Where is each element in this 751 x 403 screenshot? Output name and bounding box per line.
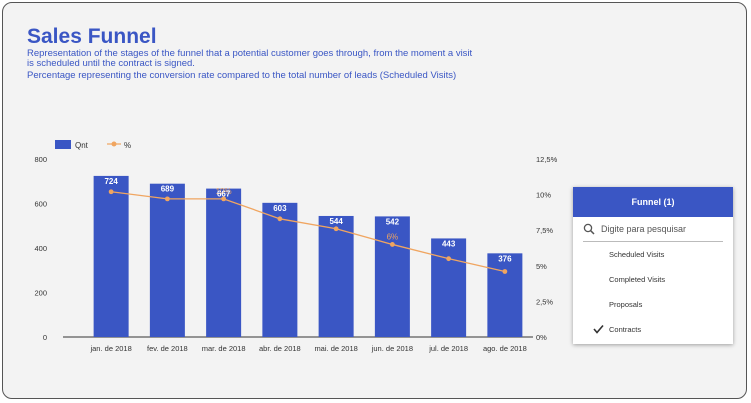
x-axis-labels: jan. de 2018 fev. de 2018 mar. de 2018 abr.… <box>89 344 526 353</box>
funnel-chart: Qnt % 800 600 400 200 0 12,5% 10% 7,5% 5% 2,5% 0%… <box>34 140 558 353</box>
legend-pct-label: % <box>124 141 131 150</box>
option-label: Contracts <box>609 325 642 334</box>
y-right-tick-label: 2,5% <box>536 297 553 306</box>
bar[interactable] <box>206 188 242 337</box>
x-tick-label: jan. de 2018 <box>89 344 131 353</box>
filter-option-scheduled-visits[interactable]: Scheduled Visits <box>573 242 733 267</box>
x-tick-label: jul. de 2018 <box>428 344 468 353</box>
y-left-tick-label: 0 <box>43 333 47 342</box>
bar-data-label: 542 <box>386 217 400 226</box>
filter-option-contracts[interactable]: Contracts <box>573 317 733 342</box>
description-line-1: Representation of the stages of the funn… <box>27 48 473 59</box>
page-title: Sales Funnel <box>27 25 157 48</box>
y-right-tick-label: 12,5% <box>536 155 558 164</box>
percent-point[interactable] <box>389 242 395 247</box>
percent-point[interactable] <box>277 216 283 222</box>
filter-search-row <box>583 217 723 242</box>
bar-data-label: 689 <box>161 185 175 194</box>
percent-data-label: 6% <box>387 232 399 241</box>
search-icon <box>583 223 595 235</box>
chart-legend: Qnt % <box>55 140 131 150</box>
x-tick-label: mar. de 2018 <box>202 344 246 353</box>
bar[interactable] <box>318 215 354 337</box>
percent-data-label: 10% <box>216 187 232 196</box>
bar-data-label: 603 <box>273 204 287 213</box>
x-tick-label: mai. de 2018 <box>314 344 357 353</box>
y-left-tick-label: 600 <box>34 200 47 209</box>
bar[interactable] <box>262 202 298 337</box>
percent-line <box>111 191 506 273</box>
y-left-tick-label: 400 <box>34 244 47 253</box>
description-line-3: Percentage representing the conversion r… <box>27 70 457 81</box>
y-axis-right: 12,5% 10% 7,5% 5% 2,5% 0% <box>536 155 558 342</box>
x-tick-label: ago. de 2018 <box>483 344 527 353</box>
dashboard-card: Sales Funnel Representation of the stage… <box>2 2 747 399</box>
option-label: Proposals <box>609 300 643 309</box>
percent-point[interactable] <box>221 196 227 202</box>
bar[interactable] <box>374 216 410 337</box>
checkmark-icon <box>593 324 604 334</box>
description-line-2: is scheduled until the contract is signe… <box>27 58 195 69</box>
bar[interactable] <box>149 183 185 337</box>
bar[interactable] <box>431 238 467 337</box>
legend-qnt-swatch <box>55 140 71 149</box>
bar-data-label: 724 <box>104 177 118 186</box>
y-left-tick-label: 200 <box>34 289 47 298</box>
legend-qnt-label: Qnt <box>75 141 89 150</box>
bar-data-label: 544 <box>329 217 343 226</box>
percent-point[interactable] <box>446 256 452 262</box>
bar[interactable] <box>93 175 129 337</box>
percent-point[interactable] <box>108 189 114 195</box>
funnel-filter-panel: Funnel (1) Scheduled Visits Completed Vi… <box>573 187 733 344</box>
search-input[interactable] <box>601 224 711 234</box>
x-tick-label: jun. de 2018 <box>371 344 413 353</box>
line-series: 10% 6% <box>108 187 508 274</box>
filter-option-proposals[interactable]: Proposals <box>573 292 733 317</box>
percent-point[interactable] <box>164 196 170 202</box>
y-left-tick-label: 800 <box>34 155 47 164</box>
bar[interactable] <box>487 253 523 337</box>
filter-header[interactable]: Funnel (1) <box>573 187 733 217</box>
bar-data-label: 376 <box>498 254 512 263</box>
bar-data-label: 667 <box>217 190 231 199</box>
bar-data-label: 443 <box>442 239 456 248</box>
x-tick-label: abr. de 2018 <box>259 344 301 353</box>
y-right-tick-label: 0% <box>536 333 547 342</box>
percent-point[interactable] <box>333 226 339 232</box>
filter-option-completed-visits[interactable]: Completed Visits <box>573 267 733 292</box>
y-right-tick-label: 10% <box>536 191 551 200</box>
bar-value-labels: 724 689 667 603 544 542 443 376 <box>104 177 512 263</box>
x-tick-label: fev. de 2018 <box>147 344 188 353</box>
y-right-tick-label: 7,5% <box>536 226 553 235</box>
option-label: Completed Visits <box>609 275 666 284</box>
option-label: Scheduled Visits <box>609 250 665 259</box>
y-right-tick-label: 5% <box>536 262 547 271</box>
bar-series <box>93 175 523 337</box>
percent-point[interactable] <box>502 269 508 274</box>
y-axis-left: 800 600 400 200 0 <box>34 155 47 342</box>
legend-pct-marker <box>111 141 117 147</box>
